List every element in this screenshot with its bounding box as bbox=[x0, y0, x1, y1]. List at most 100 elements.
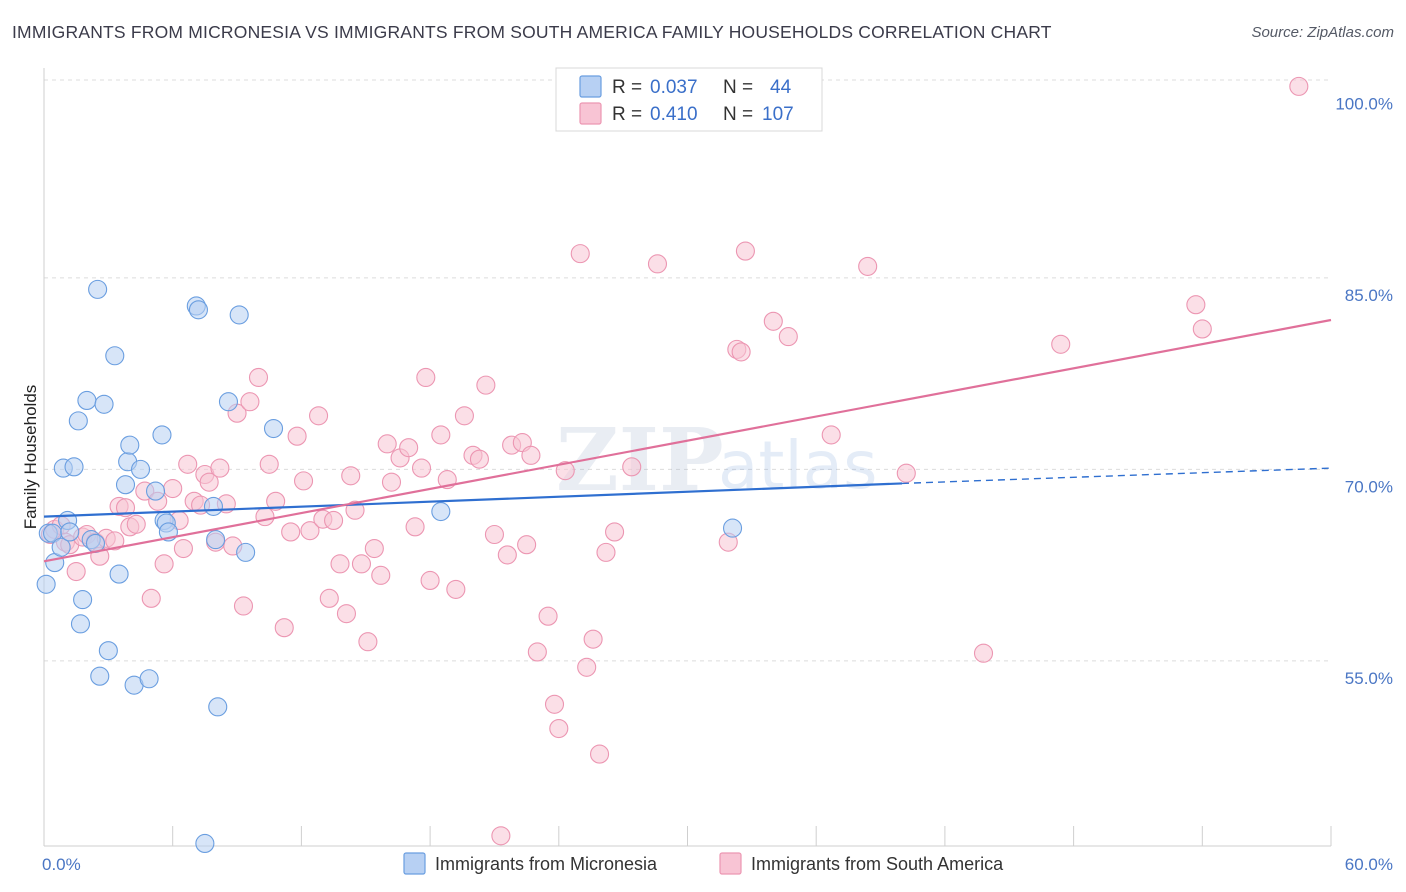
point-south-america bbox=[858, 256, 878, 276]
point-micronesia bbox=[88, 279, 108, 299]
chart-source: Source: ZipAtlas.com bbox=[1251, 24, 1394, 41]
point-south-america bbox=[1192, 319, 1212, 339]
point-micronesia bbox=[152, 425, 172, 445]
point-micronesia bbox=[236, 542, 256, 562]
point-micronesia bbox=[64, 457, 84, 477]
point-micronesia bbox=[73, 590, 93, 610]
point-south-america bbox=[364, 538, 384, 559]
series-micronesia-points bbox=[36, 279, 743, 853]
point-south-america bbox=[300, 521, 320, 541]
point-south-america bbox=[66, 561, 86, 582]
point-micronesia bbox=[60, 522, 80, 542]
point-south-america bbox=[330, 554, 350, 574]
point-south-america bbox=[405, 517, 425, 537]
point-south-america bbox=[178, 454, 198, 474]
trend-line-micronesia-extension bbox=[901, 467, 1332, 485]
point-south-america bbox=[973, 643, 994, 663]
point-south-america bbox=[141, 588, 161, 608]
point-south-america bbox=[821, 425, 841, 445]
point-south-america bbox=[583, 629, 603, 649]
x-tick-label: 0.0% bbox=[42, 855, 81, 874]
point-south-america bbox=[240, 392, 260, 412]
point-south-america bbox=[309, 406, 329, 426]
point-south-america bbox=[555, 461, 575, 481]
point-south-america bbox=[896, 463, 916, 483]
point-south-america bbox=[105, 531, 125, 551]
x-ticks bbox=[43, 826, 1332, 846]
point-south-america bbox=[484, 524, 505, 545]
point-micronesia bbox=[109, 564, 129, 584]
point-south-america bbox=[287, 426, 307, 446]
point-south-america bbox=[577, 657, 597, 677]
point-south-america bbox=[446, 579, 466, 599]
point-micronesia bbox=[431, 501, 451, 522]
legend-n-label-micronesia: N = bbox=[723, 77, 753, 98]
point-micronesia bbox=[722, 518, 743, 538]
point-south-america bbox=[281, 522, 301, 542]
point-south-america bbox=[431, 425, 451, 445]
legend-r-value-micronesia: 0.037 bbox=[650, 77, 698, 98]
point-south-america bbox=[248, 367, 269, 388]
point-south-america bbox=[521, 445, 541, 465]
point-south-america bbox=[491, 826, 511, 846]
legend-n-value-south-america: 107 bbox=[762, 104, 794, 125]
point-south-america bbox=[1186, 295, 1206, 315]
x-tick-label: 60.0% bbox=[1345, 855, 1393, 874]
point-south-america bbox=[778, 327, 798, 347]
point-micronesia bbox=[90, 666, 110, 686]
point-south-america bbox=[454, 406, 474, 426]
point-south-america bbox=[336, 604, 356, 624]
point-south-america bbox=[173, 538, 193, 559]
point-micronesia bbox=[98, 641, 118, 661]
point-micronesia bbox=[145, 481, 166, 501]
y-tick-label: 100.0% bbox=[1335, 94, 1393, 113]
point-south-america bbox=[126, 514, 146, 534]
point-south-america bbox=[210, 458, 230, 478]
point-south-america bbox=[274, 618, 294, 638]
point-south-america bbox=[255, 507, 275, 527]
point-micronesia bbox=[208, 697, 228, 717]
point-south-america bbox=[570, 244, 590, 264]
point-south-america bbox=[377, 434, 397, 454]
point-south-america bbox=[549, 718, 569, 739]
point-south-america bbox=[1051, 334, 1071, 354]
point-south-america bbox=[233, 596, 254, 616]
point-south-america bbox=[381, 472, 402, 492]
point-south-america bbox=[622, 457, 642, 477]
point-micronesia bbox=[139, 669, 159, 689]
legend-r-label-micronesia: R = bbox=[612, 77, 642, 98]
point-micronesia bbox=[115, 475, 136, 495]
point-south-america bbox=[517, 535, 537, 555]
x-tick-labels: 0.0% 60.0% bbox=[42, 855, 1393, 874]
point-south-america bbox=[154, 554, 174, 574]
point-south-america bbox=[266, 491, 286, 511]
point-south-america bbox=[590, 744, 610, 764]
chart-title: IMMIGRANTS FROM MICRONESIA VS IMMIGRANTS… bbox=[12, 22, 1052, 42]
point-micronesia bbox=[218, 392, 239, 412]
point-micronesia bbox=[120, 435, 140, 455]
point-micronesia bbox=[130, 459, 151, 479]
y-tick-labels: 55.0% 70.0% 85.0% 100.0% bbox=[1335, 94, 1393, 688]
point-micronesia bbox=[77, 390, 97, 410]
point-micronesia bbox=[203, 496, 224, 516]
series-south-america-points bbox=[40, 76, 1309, 846]
point-south-america bbox=[324, 510, 344, 531]
legend-bottom-label-micronesia: Immigrants from Micronesia bbox=[435, 854, 658, 874]
point-south-america bbox=[1289, 76, 1309, 96]
grid-layer bbox=[44, 79, 1331, 662]
point-south-america bbox=[115, 498, 136, 518]
point-south-america bbox=[358, 632, 378, 652]
point-south-america bbox=[259, 454, 279, 474]
y-tick-label: 70.0% bbox=[1345, 477, 1393, 496]
point-south-america bbox=[605, 522, 625, 542]
legend-n-label-south-america: N = bbox=[723, 104, 753, 125]
point-south-america bbox=[351, 554, 372, 574]
legend-bottom-label-south-america: Immigrants from South America bbox=[751, 854, 1004, 874]
legend-r-label-south-america: R = bbox=[612, 104, 642, 125]
point-south-america bbox=[527, 642, 547, 662]
point-micronesia bbox=[229, 305, 249, 325]
legend-swatch-micronesia bbox=[579, 75, 602, 98]
point-micronesia bbox=[105, 346, 125, 366]
legend-r-value-south-america: 0.410 bbox=[650, 104, 698, 125]
